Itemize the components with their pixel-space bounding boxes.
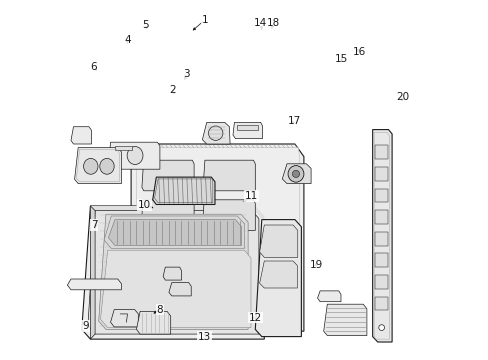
Polygon shape — [71, 127, 91, 144]
Ellipse shape — [83, 158, 98, 174]
Polygon shape — [142, 160, 194, 191]
Text: 11: 11 — [244, 191, 258, 201]
Polygon shape — [110, 310, 138, 327]
Polygon shape — [131, 144, 303, 331]
Polygon shape — [323, 304, 366, 336]
Polygon shape — [136, 311, 170, 334]
Polygon shape — [168, 283, 191, 296]
Polygon shape — [75, 148, 121, 184]
Bar — [237, 125, 258, 130]
Polygon shape — [282, 164, 310, 184]
Polygon shape — [232, 122, 262, 139]
Text: 13: 13 — [197, 332, 210, 342]
Polygon shape — [259, 225, 297, 257]
Text: 16: 16 — [352, 47, 366, 57]
Text: 20: 20 — [396, 92, 408, 102]
Bar — [374, 145, 387, 159]
Polygon shape — [90, 206, 264, 221]
Polygon shape — [108, 220, 241, 246]
Text: 17: 17 — [288, 116, 301, 126]
Bar — [374, 232, 387, 246]
Text: 12: 12 — [248, 312, 262, 323]
Polygon shape — [163, 267, 181, 280]
Text: 3: 3 — [183, 69, 190, 79]
Bar — [374, 253, 387, 267]
Polygon shape — [202, 122, 230, 144]
Polygon shape — [203, 160, 255, 191]
Polygon shape — [99, 214, 247, 329]
Ellipse shape — [292, 170, 299, 177]
Text: 14: 14 — [254, 18, 267, 28]
Text: 5: 5 — [142, 20, 148, 30]
Ellipse shape — [287, 166, 303, 182]
Polygon shape — [259, 261, 297, 288]
Polygon shape — [372, 130, 391, 342]
Text: 8: 8 — [156, 305, 163, 315]
Text: 15: 15 — [334, 54, 347, 64]
Bar — [374, 189, 387, 202]
Ellipse shape — [378, 325, 384, 330]
Bar — [115, 146, 132, 150]
Ellipse shape — [100, 158, 114, 174]
Text: 19: 19 — [309, 260, 323, 270]
Bar — [374, 167, 387, 181]
Bar — [374, 275, 387, 289]
Polygon shape — [67, 279, 121, 290]
Bar — [374, 210, 387, 224]
Polygon shape — [202, 200, 255, 230]
Polygon shape — [104, 216, 244, 248]
Polygon shape — [255, 220, 301, 337]
Text: 18: 18 — [266, 18, 279, 28]
Polygon shape — [90, 206, 95, 339]
Text: 6: 6 — [90, 62, 97, 72]
Polygon shape — [317, 291, 340, 302]
Text: 9: 9 — [82, 321, 88, 331]
Polygon shape — [266, 221, 296, 239]
Bar — [374, 297, 387, 310]
Polygon shape — [141, 200, 194, 230]
Ellipse shape — [208, 126, 223, 140]
Polygon shape — [88, 211, 258, 334]
Polygon shape — [101, 250, 250, 328]
Polygon shape — [108, 142, 160, 169]
Text: 7: 7 — [90, 220, 97, 230]
Text: 2: 2 — [169, 85, 176, 95]
Text: 4: 4 — [124, 35, 131, 45]
Bar — [167, 177, 194, 184]
Text: 10: 10 — [138, 200, 151, 210]
Text: 1: 1 — [201, 15, 208, 25]
Polygon shape — [136, 148, 299, 327]
Polygon shape — [152, 177, 215, 204]
Polygon shape — [81, 206, 264, 339]
Ellipse shape — [127, 147, 142, 165]
